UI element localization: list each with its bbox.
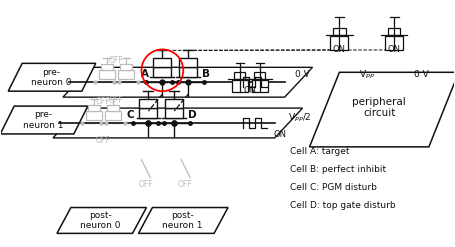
Bar (105, 111, 121, 120)
Text: C: C (127, 110, 134, 120)
Text: OFF: OFF (109, 56, 123, 65)
Text: ON: ON (333, 45, 346, 54)
Bar (101, 64, 113, 70)
Polygon shape (0, 106, 88, 134)
Text: V$_{PP}$: V$_{PP}$ (359, 68, 375, 81)
Bar (179, 58, 197, 67)
Bar (140, 99, 157, 108)
Bar (88, 105, 100, 111)
Text: ON: ON (388, 45, 400, 54)
Bar (140, 108, 157, 118)
Bar (385, 37, 403, 50)
Bar (86, 111, 102, 120)
Text: peripheral
circuit: peripheral circuit (352, 97, 406, 118)
Text: pre-
neuron 0: pre- neuron 0 (31, 68, 71, 87)
Polygon shape (53, 108, 303, 138)
Text: D: D (188, 110, 197, 120)
Polygon shape (63, 67, 313, 97)
Text: V$_{PP}$/2: V$_{PP}$/2 (288, 112, 311, 124)
Bar (120, 64, 131, 70)
Bar (106, 105, 119, 111)
Bar (99, 70, 115, 79)
Bar (254, 72, 265, 79)
Polygon shape (57, 207, 147, 233)
Text: 0 V: 0 V (295, 70, 309, 79)
Text: ON: ON (273, 130, 286, 140)
Text: pre-
neuron 1: pre- neuron 1 (23, 110, 63, 130)
Bar (165, 99, 183, 108)
Text: Cell D: top gate disturb: Cell D: top gate disturb (290, 201, 395, 210)
Bar (118, 70, 133, 79)
Bar (234, 72, 246, 79)
Text: Cell C: PGM disturb: Cell C: PGM disturb (290, 183, 377, 192)
Text: A: A (141, 69, 148, 79)
Text: Cell B: perfect inhibit: Cell B: perfect inhibit (290, 165, 386, 174)
Text: OFF: OFF (96, 136, 111, 145)
Text: OFF: OFF (109, 96, 123, 105)
Text: ON: ON (243, 86, 256, 95)
Bar (388, 28, 400, 35)
Text: OFF: OFF (96, 97, 111, 106)
Text: post-
neuron 1: post- neuron 1 (162, 211, 202, 230)
Bar (252, 80, 268, 92)
Bar (232, 80, 248, 92)
Text: Cell A: target: Cell A: target (290, 147, 349, 156)
Text: post-
neuron 0: post- neuron 0 (81, 211, 121, 230)
Text: B: B (202, 69, 210, 79)
Text: OFF: OFF (178, 180, 192, 189)
Bar (153, 67, 172, 77)
Bar (153, 58, 172, 67)
Text: OFF: OFF (138, 180, 153, 189)
Bar (165, 108, 183, 118)
Polygon shape (309, 72, 455, 147)
Text: 0 V: 0 V (414, 70, 429, 79)
Polygon shape (138, 207, 228, 233)
Bar (333, 28, 346, 35)
Polygon shape (8, 63, 96, 91)
Bar (330, 37, 349, 50)
Bar (179, 67, 197, 77)
